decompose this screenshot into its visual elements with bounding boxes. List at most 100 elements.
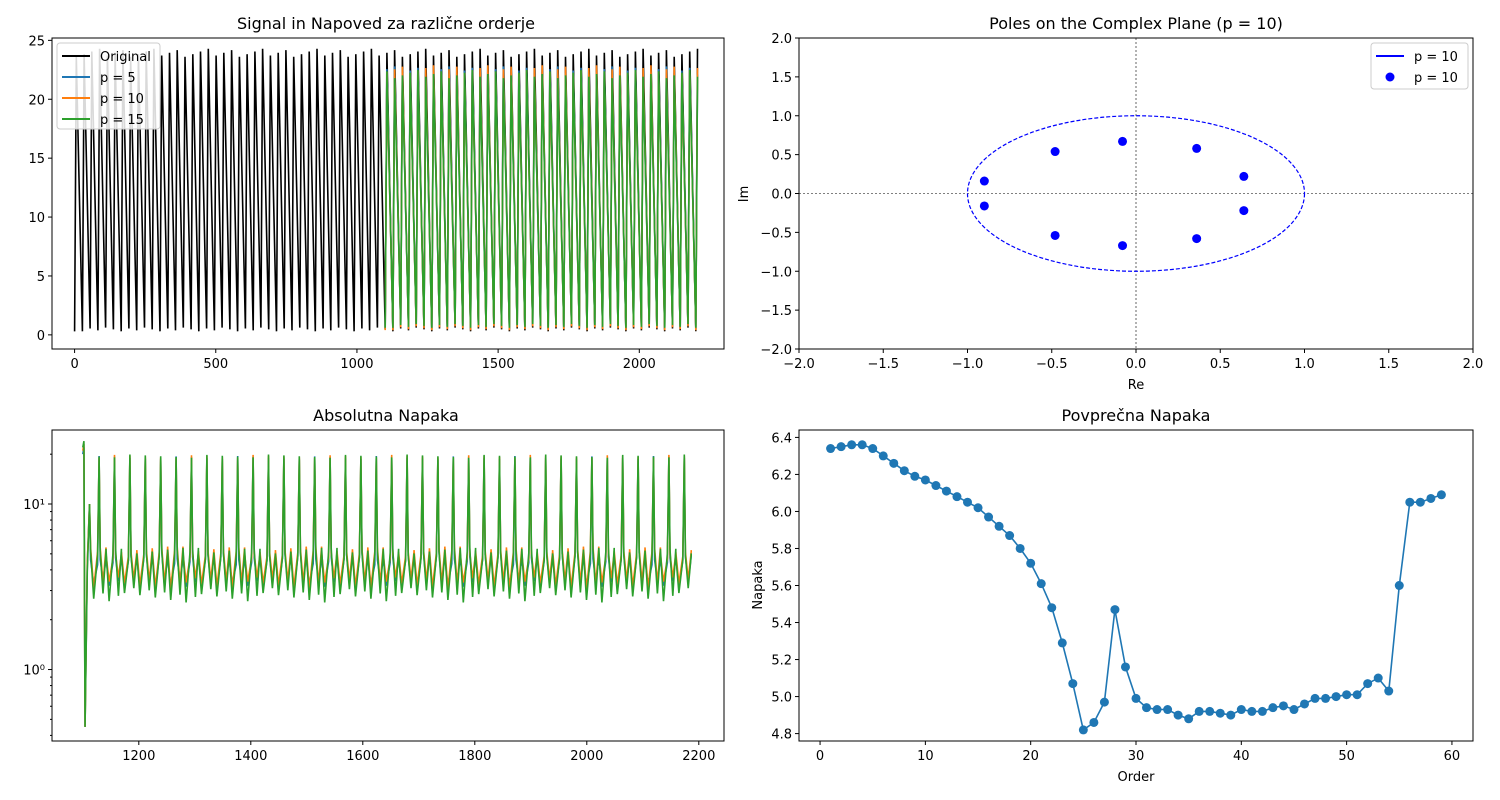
mean-error-point bbox=[1278, 701, 1288, 711]
y-tick-label: 6.2 bbox=[771, 468, 792, 483]
legend-label: p = 10 bbox=[1414, 50, 1458, 65]
mean-error-point bbox=[984, 512, 994, 522]
x-tick-label: 2.0 bbox=[1463, 357, 1484, 372]
mean-error-point bbox=[1068, 679, 1078, 689]
mean-error-point bbox=[910, 471, 920, 481]
mean-error-point bbox=[1384, 686, 1394, 696]
mean-error-point bbox=[1194, 706, 1204, 716]
mean-error-point bbox=[1268, 703, 1278, 713]
mean-error-point bbox=[868, 444, 878, 454]
y-tick-label: 15 bbox=[28, 152, 45, 167]
ylabel-poles: Im bbox=[737, 186, 752, 203]
mean-error-point bbox=[1142, 703, 1152, 713]
y-tick-label: 10¹ bbox=[23, 498, 45, 513]
mean-error-point bbox=[857, 440, 867, 450]
series-line-p15 bbox=[384, 69, 699, 328]
title-signal: Signal in Napoved za različne orderje bbox=[237, 14, 535, 33]
x-tick-label: 0.5 bbox=[1210, 357, 1231, 372]
mean-error-point bbox=[963, 497, 972, 507]
pole-point bbox=[1192, 143, 1202, 153]
y-tick-label: 0.0 bbox=[771, 188, 792, 203]
x-tick-label: 1200 bbox=[122, 749, 155, 764]
mean-error-point bbox=[1247, 706, 1257, 716]
legend-box bbox=[1370, 42, 1469, 90]
y-tick-label: 4.8 bbox=[771, 728, 792, 743]
y-tick-label: 5.4 bbox=[771, 617, 792, 632]
y-tick-label: 2.0 bbox=[771, 32, 792, 47]
legend-label: Original bbox=[100, 50, 151, 65]
mean-error-point bbox=[973, 503, 983, 513]
y-tick-label: 6.4 bbox=[771, 431, 792, 446]
mean-error-point bbox=[1257, 706, 1267, 716]
y-tick-label: 20 bbox=[28, 93, 45, 108]
y-tick-label: 5.8 bbox=[771, 542, 792, 557]
ylabel-mean-error: Napaka bbox=[751, 560, 766, 609]
mean-error-point bbox=[1036, 579, 1046, 589]
mean-error-point bbox=[1236, 705, 1246, 715]
mean-error-point bbox=[826, 444, 836, 454]
mean-error-point bbox=[1215, 708, 1225, 718]
legend-poles: p = 10 p = 10 bbox=[1370, 42, 1469, 90]
pole-point bbox=[1118, 241, 1128, 251]
mean-error-point bbox=[1026, 558, 1036, 568]
x-tick-label: 0 bbox=[70, 357, 78, 372]
mean-error-point bbox=[1310, 693, 1320, 703]
error-line-p15 bbox=[82, 440, 692, 727]
x-tick-label: 30 bbox=[1128, 749, 1145, 764]
x-tick-label: 2200 bbox=[682, 749, 715, 764]
mean-error-point bbox=[994, 521, 1004, 531]
mean-error-point bbox=[1184, 714, 1194, 724]
axes-frame-signal bbox=[51, 37, 725, 350]
mean-error-point bbox=[1373, 673, 1383, 683]
legend-box bbox=[56, 42, 161, 130]
y-tick-label: 5.0 bbox=[771, 691, 792, 706]
mean-error-point bbox=[1331, 692, 1341, 702]
x-tick-label: 50 bbox=[1338, 749, 1355, 764]
panel-signal: Signal in Napoved za različne orderje 0 5… bbox=[28, 14, 725, 372]
mean-error-point bbox=[1300, 699, 1309, 709]
x-tick-label: 1.5 bbox=[1378, 357, 1399, 372]
pole-point bbox=[979, 176, 989, 186]
mean-error-point bbox=[899, 466, 909, 476]
panel-abs-error: Absolutna Napaka 1200 1400 1600 1800 2000 220… bbox=[23, 406, 725, 764]
mean-error-line bbox=[830, 444, 1442, 732]
x-tick-label: 1400 bbox=[234, 749, 267, 764]
panel-poles: Poles on the Complex Plane (p = 10) −2.0… bbox=[737, 14, 1483, 393]
mean-error-point bbox=[1226, 710, 1236, 720]
mean-error-point bbox=[1047, 603, 1057, 613]
y-tick-label: −1.5 bbox=[760, 304, 792, 319]
mean-error-point bbox=[1120, 662, 1130, 672]
y-tick-label: 1.5 bbox=[771, 71, 792, 86]
mean-error-point bbox=[1089, 717, 1099, 727]
x-tick-label: 1.0 bbox=[1294, 357, 1315, 372]
y-tick-label: 1.0 bbox=[771, 110, 792, 125]
y-tick-label: 10 bbox=[28, 211, 45, 226]
x-tick-label: −1.0 bbox=[952, 357, 984, 372]
mean-error-point bbox=[847, 440, 857, 450]
mean-error-point bbox=[1131, 693, 1141, 703]
mean-error-point bbox=[878, 451, 888, 461]
x-tick-label: 1600 bbox=[346, 749, 379, 764]
mean-error-point bbox=[931, 481, 941, 491]
xlabel-mean-error: Order bbox=[1118, 770, 1156, 785]
x-tick-label: −0.5 bbox=[1036, 357, 1068, 372]
x-tick-label: 40 bbox=[1233, 749, 1250, 764]
legend-label: p = 10 bbox=[100, 92, 144, 107]
series-line-original bbox=[73, 48, 699, 332]
legend-label: p = 10 bbox=[1414, 71, 1458, 86]
x-tick-label: 2000 bbox=[623, 357, 656, 372]
x-tick-label: 1000 bbox=[340, 357, 373, 372]
mean-error-point bbox=[941, 486, 951, 496]
pole-point bbox=[1050, 230, 1060, 240]
x-tick-label: 1500 bbox=[482, 357, 515, 372]
mean-error-point bbox=[1078, 725, 1088, 735]
mean-error-point bbox=[1352, 690, 1362, 700]
x-tick-label: −1.5 bbox=[867, 357, 899, 372]
mean-error-point bbox=[1163, 705, 1173, 715]
mean-error-point bbox=[1394, 581, 1404, 590]
y-tick-label: 5.2 bbox=[771, 654, 792, 669]
legend-label: p = 5 bbox=[100, 71, 136, 86]
pole-point bbox=[1239, 171, 1249, 181]
mean-error-point bbox=[1405, 497, 1415, 507]
mean-error-point bbox=[1057, 638, 1067, 648]
